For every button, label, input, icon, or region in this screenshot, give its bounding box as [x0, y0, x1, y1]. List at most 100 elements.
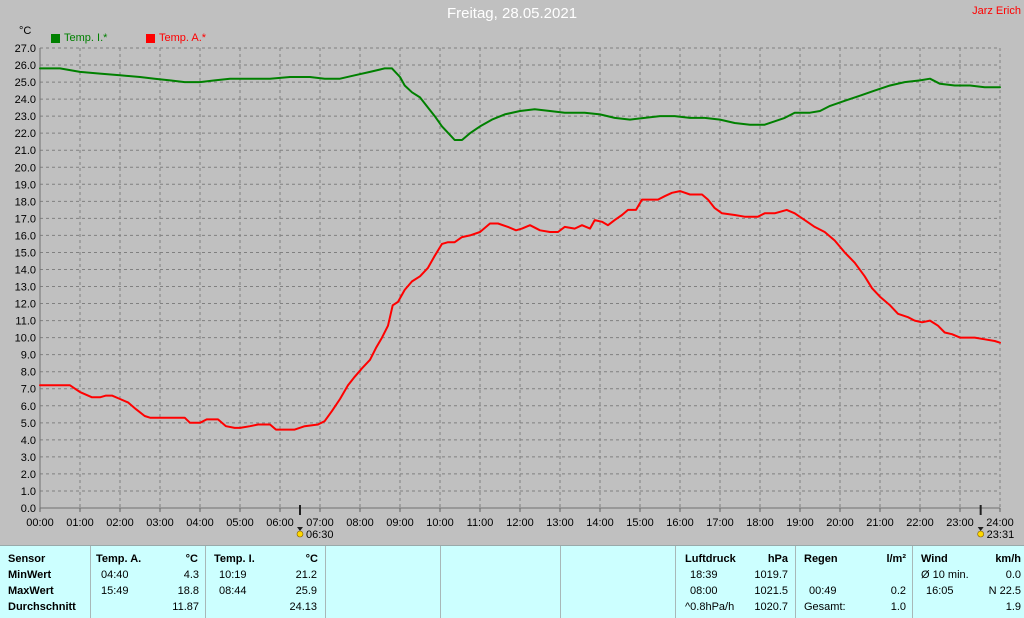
rain-header: Regen [804, 553, 838, 565]
y-tick-label: 18.0 [15, 196, 36, 208]
wind-header: Wind [921, 553, 948, 565]
temp-a-average-value: 11.87 [172, 601, 199, 613]
y-tick-label: 16.0 [15, 230, 36, 242]
wind-avg10-value: 0.0 [1005, 569, 1021, 581]
x-tick-label: 09:00 [386, 517, 414, 529]
y-tick-label: 26.0 [15, 60, 36, 72]
y-tick-label: 23.0 [15, 111, 36, 123]
pressure-max-value: 1021.5 [754, 585, 788, 597]
x-tick-label: 20:00 [826, 517, 854, 529]
x-tick-label: 22:00 [906, 517, 934, 529]
temp-i-header: Temp. I. [214, 553, 255, 565]
y-tick-label: 10.0 [15, 333, 36, 345]
x-tick-label: 01:00 [66, 517, 94, 529]
x-tick-label: 07:00 [306, 517, 334, 529]
y-tick-label: 19.0 [15, 179, 36, 191]
x-tick-label: 13:00 [546, 517, 574, 529]
y-tick-label: 6.0 [21, 401, 36, 413]
rain-max-time: 00:49 [809, 585, 837, 597]
temp-a-max-time: 15:49 [101, 585, 129, 597]
chart-title: Freitag, 28.05.2021 [446, 5, 578, 22]
y-tick-label: 8.0 [21, 367, 36, 379]
pressure-unit: hPa [767, 553, 788, 565]
legend-swatch-temp-a [146, 34, 155, 43]
y-tick-label: 27.0 [15, 43, 36, 55]
temp-a-min-value: 4.3 [183, 569, 199, 581]
y-tick-label: 21.0 [15, 145, 36, 157]
y-tick-label: 25.0 [15, 77, 36, 89]
pressure-trend: ^0.8hPa/h [685, 601, 735, 613]
wind-avg10-label: Ø 10 min. [921, 569, 969, 581]
x-tick-label: 24:00 [986, 517, 1014, 529]
x-tick-label: 15:00 [626, 517, 654, 529]
row-label-min: MinWert [8, 569, 52, 581]
y-tick-label: 24.0 [15, 94, 36, 106]
grid [39, 47, 1001, 512]
marker-time-label: 23:31 [987, 529, 1015, 541]
x-tick-label: 10:00 [426, 517, 454, 529]
pressure-min-time: 18:39 [690, 569, 718, 581]
rain-max-value: 0.2 [890, 585, 906, 597]
x-tick-label: 21:00 [866, 517, 894, 529]
x-tick-label: 16:00 [666, 517, 694, 529]
rain-unit: l/m² [886, 553, 906, 565]
legend-label-temp-i: Temp. I.* [64, 32, 108, 44]
sunrise-icon [296, 527, 304, 538]
series-line-temp-i [39, 67, 1001, 141]
empty-column-2 [440, 546, 560, 618]
y-tick-label: 14.0 [15, 264, 36, 276]
wind-max-time: 16:05 [926, 585, 954, 597]
x-tick-label: 14:00 [586, 517, 614, 529]
y-tick-label: 5.0 [21, 418, 36, 430]
series-line-temp-a [39, 190, 1001, 431]
x-tick-label: 02:00 [106, 517, 134, 529]
x-tick-label: 04:00 [186, 517, 214, 529]
y-tick-label: 17.0 [15, 213, 36, 225]
legend-swatch-temp-i [51, 34, 60, 43]
empty-column-1 [325, 546, 440, 618]
statistics-table: Sensor MinWert MaxWert Durchschnitt Temp… [0, 545, 1024, 618]
sensor-header: Sensor [8, 553, 46, 565]
temp-a-min-time: 04:40 [101, 569, 129, 581]
temperature-chart: 0.0 1.0 2.0 3.0 4.0 5.0 6.0 7.0 8.0 9.0 10.0 11.0 12… [15, 43, 1015, 541]
y-tick-label: 3.0 [21, 452, 36, 464]
row-label-average: Durchschnitt [8, 601, 76, 613]
temp-i-unit: °C [305, 553, 318, 565]
y-tick-label: 22.0 [15, 128, 36, 140]
x-tick-label: 18:00 [746, 517, 774, 529]
wind-unit: km/h [995, 553, 1021, 565]
pressure-header: Luftdruck [685, 553, 736, 565]
y-tick-label: 13.0 [15, 282, 36, 294]
rain-total-value: 1.0 [890, 601, 906, 613]
temp-a-unit: °C [185, 553, 198, 565]
y-tick-label: 2.0 [21, 469, 36, 481]
x-tick-label: 05:00 [226, 517, 254, 529]
temp-a-max-value: 18.8 [177, 585, 199, 597]
y-tick-label: 0.0 [21, 503, 36, 515]
pressure-average-value: 1020.7 [754, 601, 788, 613]
x-tick-label: 00:00 [26, 517, 54, 529]
y-tick-label: 7.0 [21, 384, 36, 396]
y-tick-label: 11.0 [15, 316, 36, 328]
temp-a-column: Temp. A. °C 04:40 4.3 15:49 18.8 11.87 [90, 546, 205, 618]
y-tick-label: 4.0 [21, 435, 36, 447]
wind-average-value: 1.9 [1005, 601, 1021, 613]
wind-column: Wind km/h Ø 10 min. 0.0 16:05 N 22.5 1.9 [912, 546, 1024, 618]
temp-i-max-value: 25.9 [295, 585, 317, 597]
x-tick-label: 03:00 [146, 517, 174, 529]
pressure-column: Luftdruck hPa 18:39 1019.7 08:00 1021.5 … [675, 546, 795, 618]
marker-time-label: 06:30 [306, 529, 334, 541]
pressure-min-value: 1019.7 [754, 569, 788, 581]
temp-i-average-value: 24.13 [289, 601, 317, 613]
x-tick-label: 23:00 [946, 517, 974, 529]
y-tick-label: 20.0 [15, 162, 36, 174]
legend-label-temp-a: Temp. A.* [159, 32, 207, 44]
rain-column: Regen l/m² 00:49 0.2 Gesamt: 1.0 [795, 546, 912, 618]
x-tick-label: 06:00 [266, 517, 294, 529]
rain-total-label: Gesamt: [804, 601, 846, 613]
wind-max-value: N 22.5 [988, 585, 1021, 597]
temp-i-column: Temp. I. °C 10:19 21.2 08:44 25.9 24.13 [205, 546, 325, 618]
x-tick-label: 11:00 [467, 517, 494, 529]
sunset-icon [977, 527, 984, 538]
temp-i-min-value: 21.2 [295, 569, 317, 581]
